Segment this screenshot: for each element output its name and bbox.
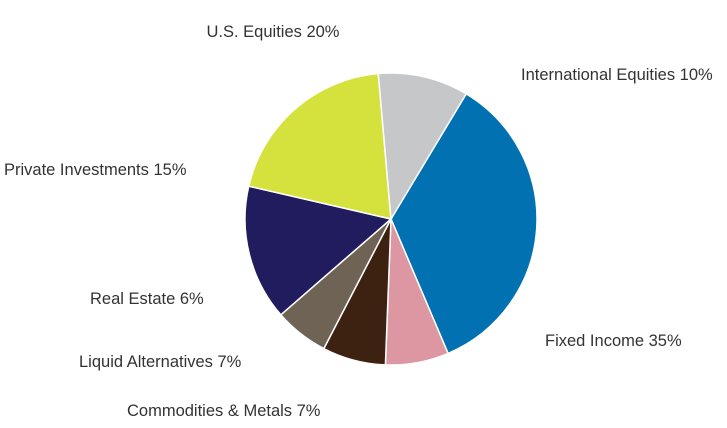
pie-slice-private-investments (244, 185, 393, 316)
pie-slice-u-s-equities (247, 72, 392, 220)
label-fixed-income: Fixed Income 35% (545, 332, 682, 350)
label-real-estate: Real Estate 6% (90, 290, 204, 308)
label-private-investments: Private Investments 15% (4, 161, 187, 179)
label-us-equities: U.S. Equities 20% (207, 23, 340, 41)
label-international-equities: International Equities 10% (521, 66, 713, 84)
pie-slice-international-equities (377, 72, 468, 222)
label-liquid-alternatives: Liquid Alternatives 7% (79, 353, 242, 371)
pie-slices (244, 72, 538, 366)
label-commodities-metals: Commodities & Metals 7% (127, 402, 321, 420)
